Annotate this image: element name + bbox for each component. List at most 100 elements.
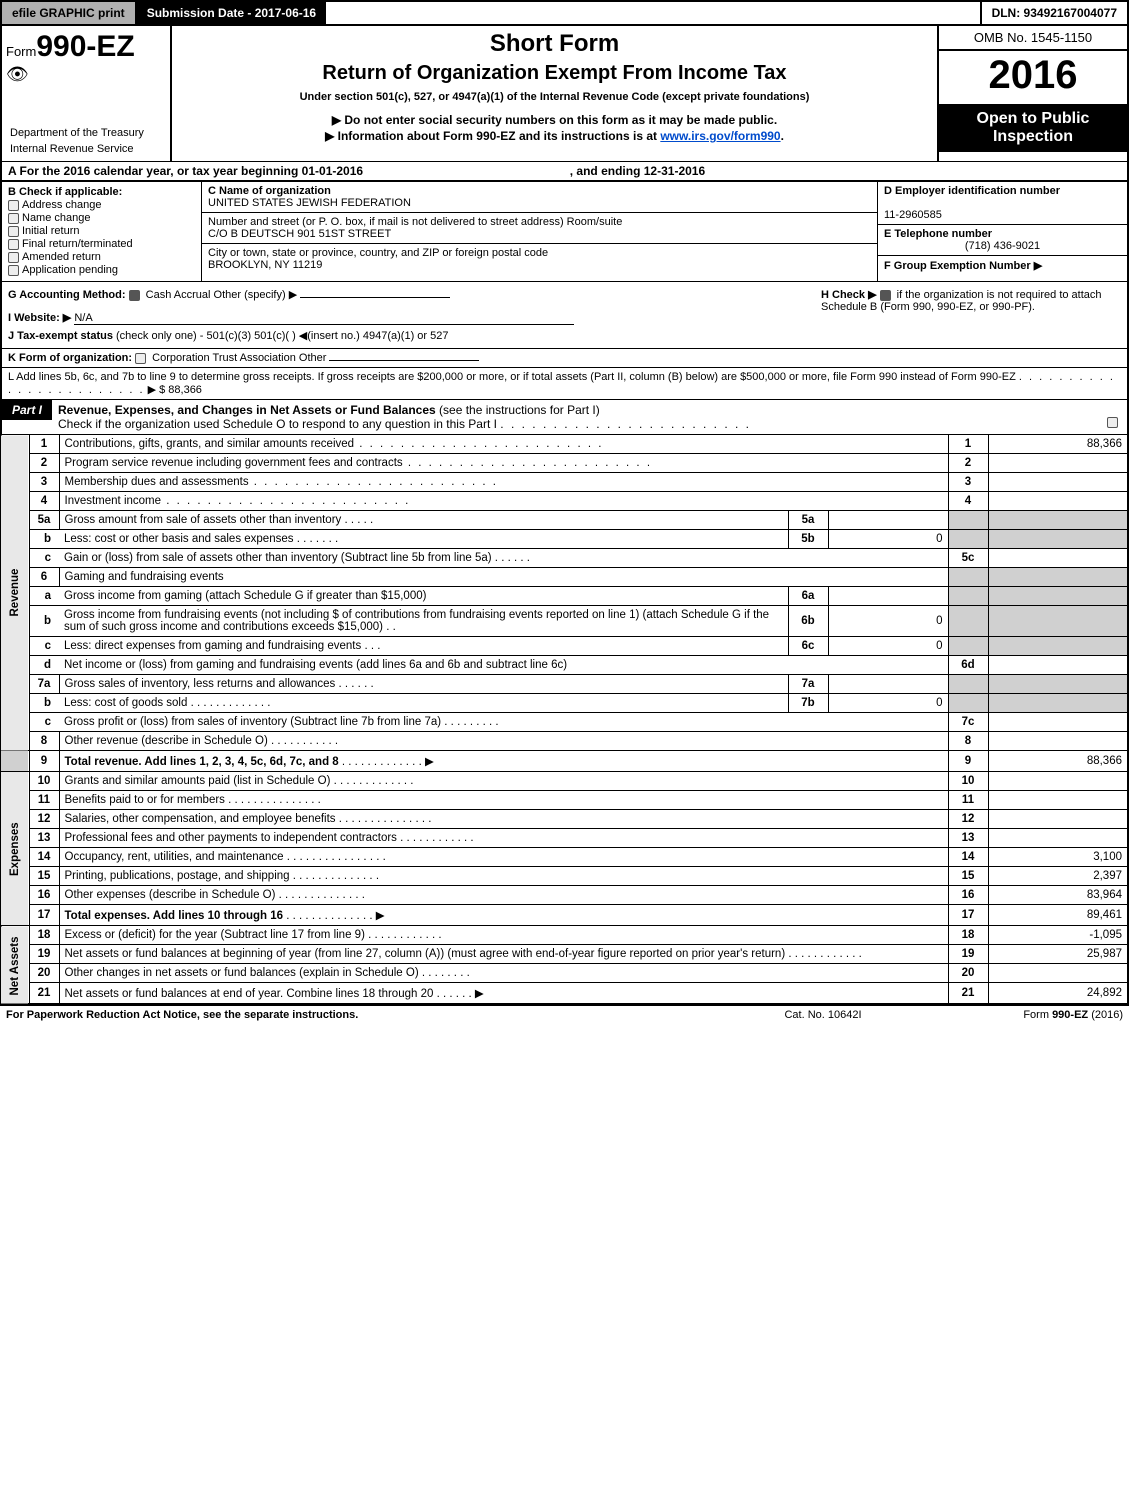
col-b-checkboxes: B Check if applicable: Address change Na… [2,182,202,281]
short-form-title: Short Form [180,30,929,58]
line-18-num: 18 [29,926,59,945]
chk-cash[interactable] [129,290,140,301]
line-5a-shade2 [988,511,1128,530]
line-5b-boxval: 0 [828,530,948,549]
line-4-rlabel: 4 [948,492,988,511]
header-left: Form990-EZ 👁 Department of the Treasury … [2,26,172,161]
h-label: H Check ▶ [821,289,877,301]
line-21-arrow: ▶ [475,988,484,1000]
line-6b-desc: Gross income from fundraising events (no… [64,609,769,633]
footer-left: For Paperwork Reduction Act Notice, see … [6,1009,723,1021]
line-7c-rval [988,713,1128,732]
line-17-rval: 89,461 [988,905,1128,926]
line-10-num: 10 [29,772,59,791]
line-6c-num: c [29,637,59,656]
line-3-num: 3 [29,473,59,492]
line-21-rval: 24,892 [988,983,1128,1005]
line-13-rlabel: 13 [948,829,988,848]
line-8-num: 8 [29,732,59,751]
line-21-rlabel: 21 [948,983,988,1005]
line-5c-desc: Gain or (loss) from sale of assets other… [64,552,492,564]
line-10-rlabel: 10 [948,772,988,791]
chk-corp[interactable] [135,353,146,364]
chk-name-change[interactable] [8,213,19,224]
chk-part1-scho[interactable] [1107,417,1118,428]
page-footer: For Paperwork Reduction Act Notice, see … [0,1005,1129,1024]
line-21-desc: Net assets or fund balances at end of ye… [65,988,434,1000]
line-7a-desc: Gross sales of inventory, less returns a… [65,678,336,690]
line-2-rlabel: 2 [948,454,988,473]
line-5c-rval [988,549,1128,568]
line-6-shade [948,568,988,587]
line-4-desc: Investment income [65,495,162,507]
line-6c-shade [948,637,988,656]
line-6b-boxval: 0 [828,606,948,637]
efile-print-button[interactable]: efile GRAPHIC print [2,2,137,24]
line-6a-boxval [828,587,948,606]
l-arrow-amount: ▶ $ 88,366 [148,384,202,396]
line-6a-box: 6a [788,587,828,606]
c-city-label: City or town, state or province, country… [208,247,548,259]
k-other-input[interactable] [329,360,479,361]
chk-initial-return[interactable] [8,226,19,237]
line-13-num: 13 [29,829,59,848]
row-a-tax-year: A For the 2016 calendar year, or tax yea… [0,161,1129,182]
k-opts: Corporation Trust Association Other [152,352,326,364]
line-7c-desc: Gross profit or (loss) from sales of inv… [64,716,441,728]
dln-label: DLN: 93492167004077 [980,2,1127,24]
line-20-desc: Other changes in net assets or fund bala… [65,967,419,979]
line-6c-shade2 [988,637,1128,656]
section-bcd: B Check if applicable: Address change Na… [0,182,1129,282]
notice-line-2: ▶ Information about Form 990-EZ and its … [180,129,929,143]
line-2-desc: Program service revenue including govern… [65,457,403,469]
chk-final-return[interactable] [8,239,19,250]
line-20-num: 20 [29,964,59,983]
line-6a-num: a [29,587,59,606]
line-16-num: 16 [29,886,59,905]
g-other-input[interactable] [300,297,450,298]
chk-amended-return[interactable] [8,252,19,263]
g-opts: Cash Accrual Other (specify) ▶ [146,289,298,301]
line-7a-num: 7a [29,675,59,694]
line-16-rlabel: 16 [948,886,988,905]
d-ein-label: D Employer identification number [884,185,1060,197]
line-7b-shade2 [988,694,1128,713]
irs-form990-link[interactable]: www.irs.gov/form990 [660,129,780,143]
chk-address-change[interactable] [8,200,19,211]
line-5b-shade2 [988,530,1128,549]
line-5b-shade [948,530,988,549]
line-7c-num: c [29,713,59,732]
line-6b-shade [948,606,988,637]
line-9-rlabel: 9 [948,751,988,772]
line-7b-box: 7b [788,694,828,713]
chk-h[interactable] [880,290,891,301]
line-6b-shade2 [988,606,1128,637]
line-5a-box: 5a [788,511,828,530]
line-5a-num: 5a [29,511,59,530]
line-15-rval: 2,397 [988,867,1128,886]
dept-irs: Internal Revenue Service [6,141,166,157]
line-5b-desc: Less: cost or other basis and sales expe… [64,533,294,545]
line-11-rval [988,791,1128,810]
line-10-rval [988,772,1128,791]
line-7a-shade [948,675,988,694]
line-10-desc: Grants and similar amounts paid (list in… [65,775,331,787]
chk-application-pending[interactable] [8,265,19,276]
k-label: K Form of organization: [8,352,132,364]
under-section-text: Under section 501(c), 527, or 4947(a)(1)… [180,91,929,103]
line-1-rval: 88,366 [988,435,1128,454]
gih-right: H Check ▶ if the organization is not req… [821,288,1121,342]
line-6d-rlabel: 6d [948,656,988,675]
line-15-rlabel: 15 [948,867,988,886]
line-14-num: 14 [29,848,59,867]
c-street: C/O B DEUTSCH 901 51ST STREET [208,228,391,240]
c-street-label: Number and street (or P. O. box, if mail… [208,216,622,228]
header-right: OMB No. 1545-1150 2016 Open to Public In… [937,26,1127,161]
f-group-label: F Group Exemption Number ▶ [884,260,1042,272]
line-3-rval [988,473,1128,492]
line-11-desc: Benefits paid to or for members [65,794,225,806]
line-12-num: 12 [29,810,59,829]
line-4-rval [988,492,1128,511]
sidelabel-revenue: Revenue [1,435,29,751]
line-7b-num: b [29,694,59,713]
